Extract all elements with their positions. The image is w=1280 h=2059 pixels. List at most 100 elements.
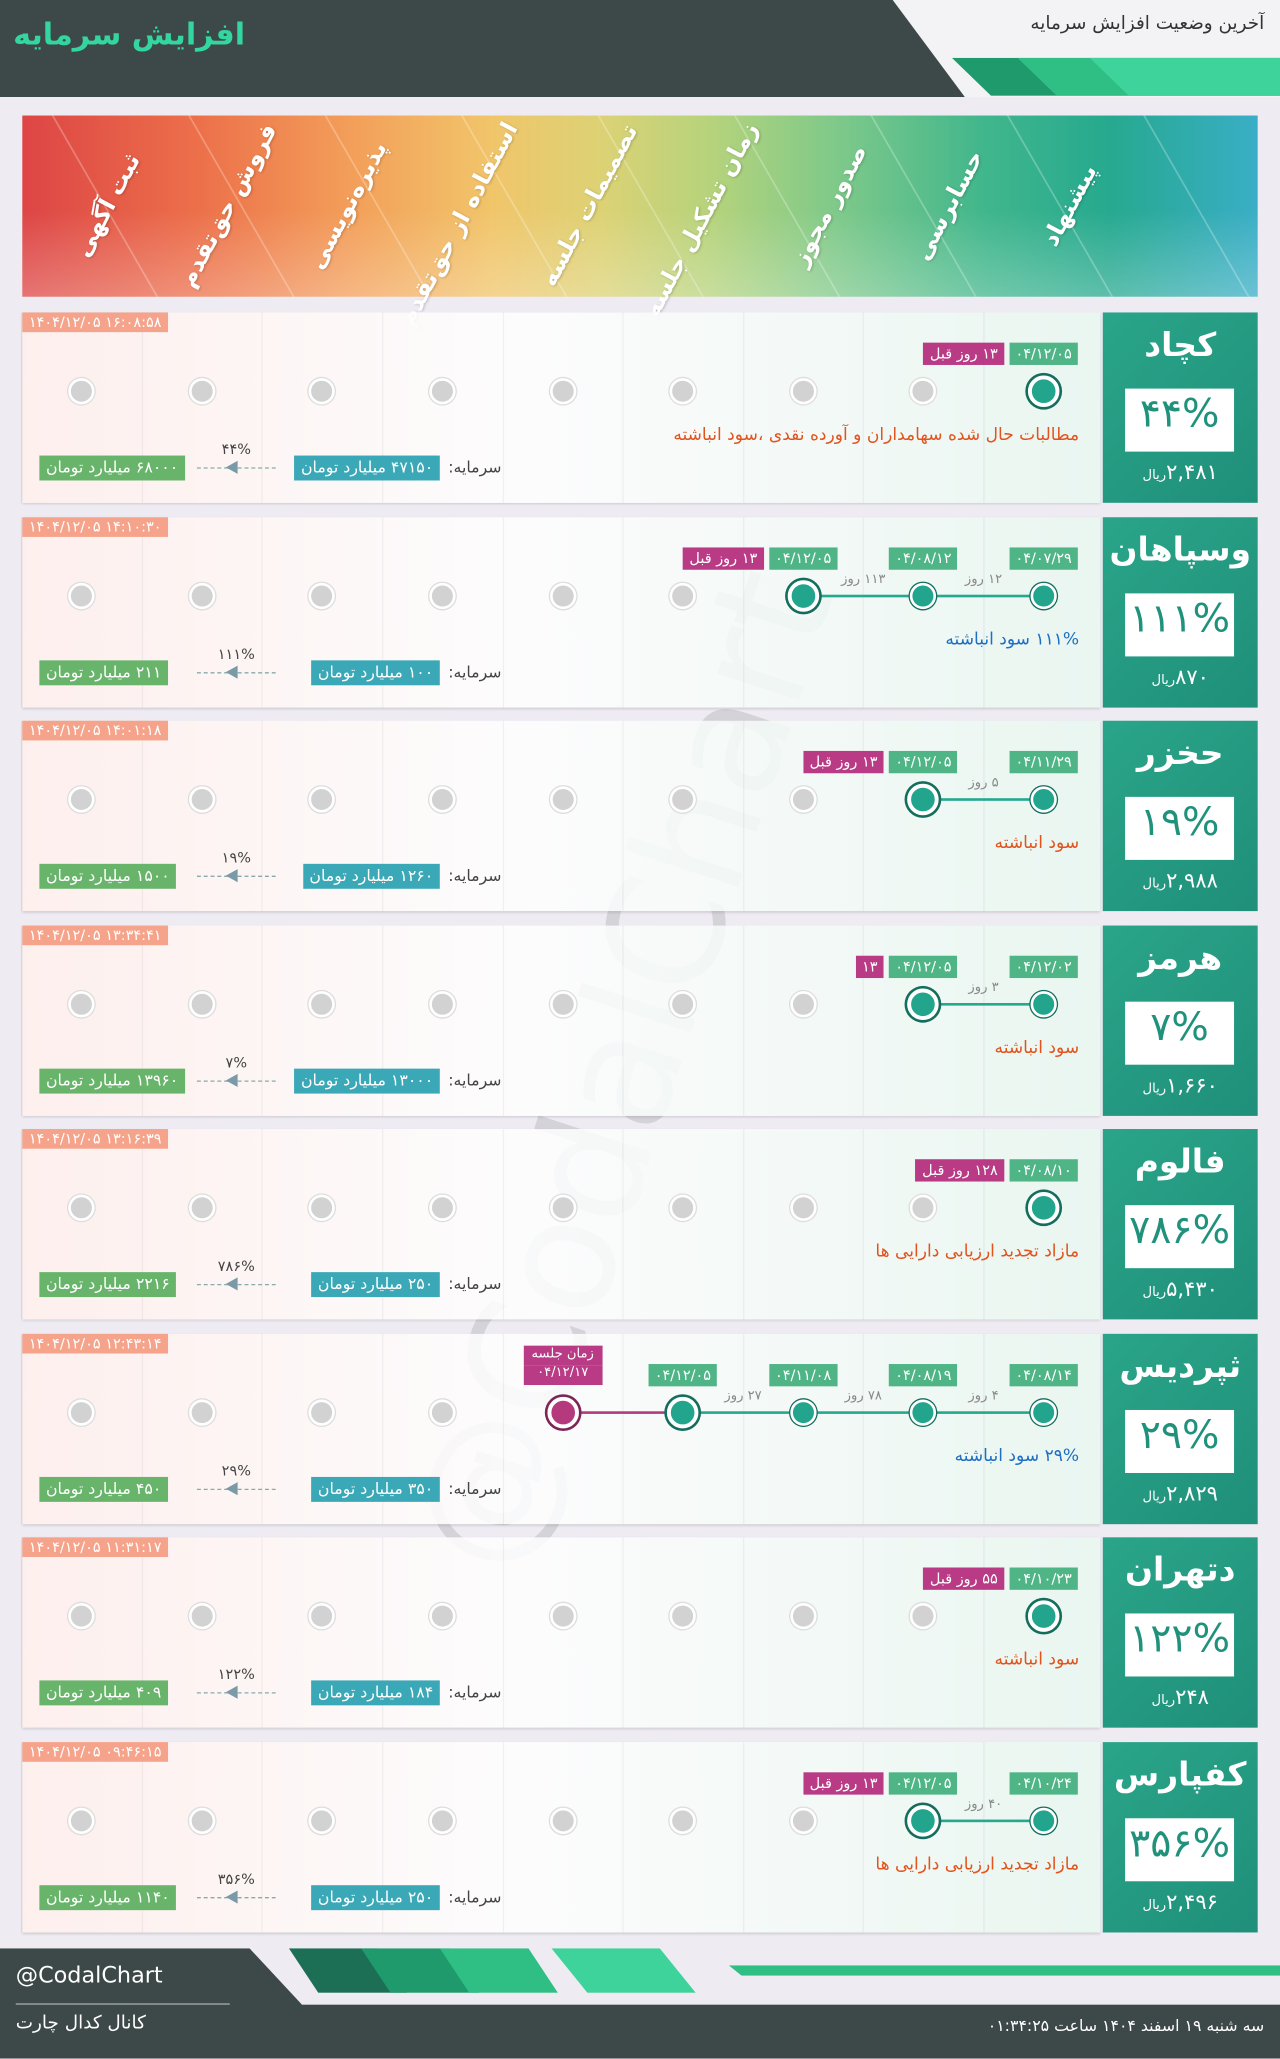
price-row: ۲,۸۲۹ریال <box>1103 1480 1258 1505</box>
description: سود انباشته <box>994 1650 1080 1670</box>
column-divider <box>622 1129 624 1320</box>
column-divider <box>21 720 23 912</box>
stage-dot <box>309 1194 336 1221</box>
column-divider <box>622 924 624 1116</box>
days-ago: ۱۳ روز قبل <box>923 342 1005 365</box>
stage-dot <box>68 786 95 813</box>
capital-arrow-head <box>225 869 238 883</box>
description: ۲۹% سود انباشته <box>954 1446 1080 1466</box>
step-date: ۰۴/۰۸/۱۲ <box>889 546 958 570</box>
stage-dot <box>1027 375 1060 407</box>
column-divider <box>382 1537 384 1728</box>
price-row: ۲,۴۹۶ریال <box>1103 1888 1258 1913</box>
capital-arrow-head <box>225 1889 238 1903</box>
stage-dot <box>910 378 937 405</box>
column-divider <box>742 312 745 503</box>
stage-dot <box>790 990 817 1017</box>
stage-dot <box>309 786 336 813</box>
capital-label: سرمایه: <box>448 866 502 885</box>
column-divider <box>742 1333 745 1524</box>
capital-percent: ۳۵۶% <box>217 1870 255 1888</box>
column-divider <box>21 924 23 1116</box>
capital-now: ۲۵۰ میلیارد تومان <box>311 1884 440 1910</box>
datetime: سه شنبه ۱۹ اسفند ۱۴۰۴ ساعت ۰۱:۳۴:۲۵ <box>987 2016 1265 2035</box>
stage-dot <box>1030 990 1057 1017</box>
stage-dot <box>429 990 456 1017</box>
column-divider <box>382 1333 384 1524</box>
stage-dot <box>1030 1398 1057 1426</box>
percent: ۴۴% <box>1139 391 1220 438</box>
capital-arrow-head <box>225 1685 238 1699</box>
price-unit: ریال <box>1151 672 1176 688</box>
stage-dot <box>546 1396 579 1428</box>
stage-dot <box>907 1804 940 1836</box>
capital-label: سرمایه: <box>448 662 502 681</box>
column-divider <box>742 924 745 1116</box>
step-gap: ۱۱۳ روز <box>841 571 886 587</box>
price: ۲,۴۸۱ <box>1166 459 1218 485</box>
footer-line <box>728 1965 1280 1976</box>
percent-box <box>1125 1205 1235 1269</box>
timestamp: ۱۴۰۴/۱۲/۰۵ ۱۶:۰۸:۵۸ <box>22 312 169 333</box>
stage-dot <box>68 582 95 609</box>
step-gap: ۲۷ روز <box>724 1388 762 1403</box>
percent-box <box>1125 1817 1235 1881</box>
column-divider <box>502 720 504 912</box>
stage-dot <box>188 786 216 813</box>
progress-line <box>682 1410 1044 1414</box>
timestamp: ۱۴۰۴/۱۲/۰۵ ۱۴:۰۱:۱۸ <box>22 720 169 741</box>
step-date: ۰۴/۰۸/۱۰ <box>1009 1159 1078 1182</box>
step-date: ۰۴/۱۲/۰۲ <box>1009 955 1078 978</box>
row-card <box>22 1129 1101 1320</box>
column-divider <box>502 516 504 707</box>
step-date: ۰۴/۱۰/۲۴ <box>1009 1771 1078 1794</box>
symbol: حخزر <box>1136 733 1224 772</box>
stage-dot <box>669 1194 697 1221</box>
column-divider <box>382 1129 384 1320</box>
channel: کانال کدال چارت <box>15 2012 146 2034</box>
row-card <box>22 516 1101 707</box>
step-date: ۰۴/۱۲/۰۵ <box>1009 342 1078 365</box>
column-divider <box>863 1333 865 1524</box>
timestamp: ۱۴۰۴/۱۲/۰۵ ۱۴:۱۰:۳۰ <box>22 516 169 537</box>
step-date: ۰۴/۰۸/۱۴ <box>1009 1363 1078 1386</box>
percent-box <box>1125 796 1235 860</box>
capital-percent: ۲۹% <box>221 1461 251 1479</box>
column-divider <box>261 1129 264 1320</box>
footer-divider <box>15 2003 230 2005</box>
column-divider <box>742 1537 745 1728</box>
stage-header-fade <box>22 210 1258 297</box>
column-divider <box>742 1741 745 1932</box>
percent: ۷۸۶% <box>1129 1207 1231 1254</box>
column-divider <box>502 924 504 1116</box>
stage-dot <box>667 1396 699 1428</box>
capital-now: ۱۸۴ میلیارد تومان <box>311 1680 440 1706</box>
stage-dot <box>787 579 819 612</box>
capital-percent: ۱۱۱% <box>217 645 255 663</box>
step-gap: ۱۲ روز <box>964 571 1003 587</box>
column-divider <box>21 516 23 707</box>
progress-line <box>923 1818 1044 1822</box>
stage-dot <box>68 378 95 405</box>
price-row: ۵,۴۳۰ریال <box>1103 1276 1258 1301</box>
step-gap: ۳ روز <box>968 980 999 995</box>
price: ۲,۴۹۶ <box>1166 1888 1218 1914</box>
capital-new: ۱۵۰۰ میلیارد تومان <box>39 863 177 889</box>
days-ago: ۱۲۸ روز قبل <box>915 1159 1005 1182</box>
days-ago: ۱۳ روز قبل <box>682 546 764 570</box>
stage-dot <box>68 990 95 1017</box>
symbol: وسپاهان <box>1109 529 1251 568</box>
stage-dot <box>188 990 216 1017</box>
column-divider <box>141 312 143 503</box>
stage-dot <box>429 1194 456 1221</box>
meeting-label: زمان جلسه <box>523 1344 603 1365</box>
price-unit: ریال <box>1142 1897 1167 1913</box>
description: مازاد تجدید ارزیابی دارایی ها <box>875 1854 1080 1875</box>
column-divider <box>983 1333 985 1524</box>
price-unit: ریال <box>1151 1693 1176 1708</box>
capital-now: ۴۷۱۵۰ میلیارد تومان <box>294 455 440 481</box>
row-card <box>22 1741 1101 1932</box>
stage-dot <box>910 1602 937 1630</box>
timestamp: ۱۴۰۴/۱۲/۰۵ ۱۲:۴۳:۱۴ <box>22 1333 169 1353</box>
